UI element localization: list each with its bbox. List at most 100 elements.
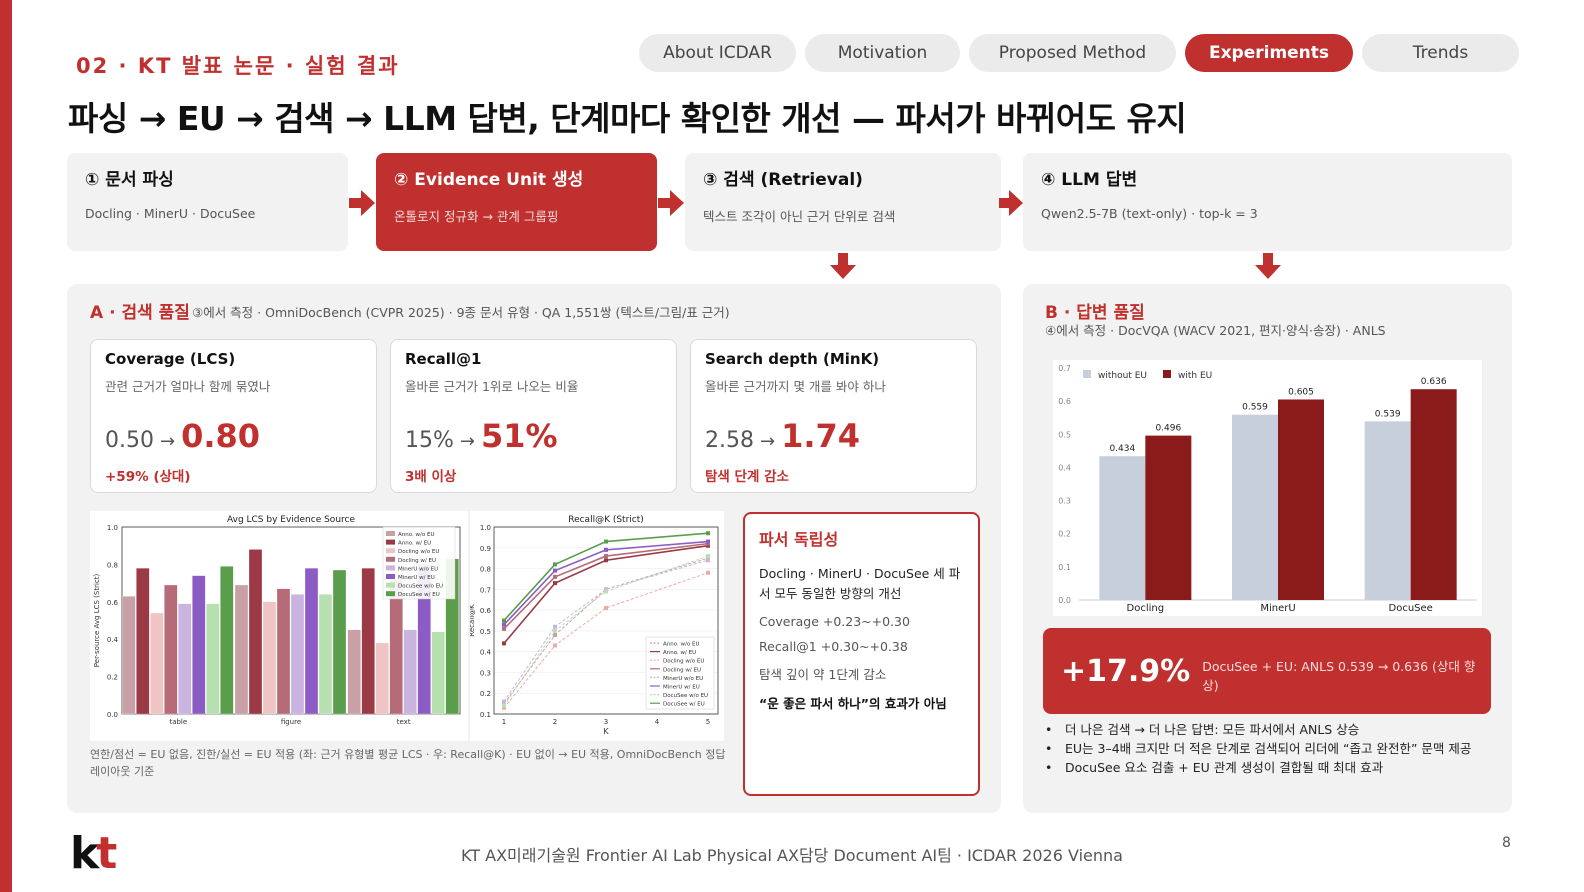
card-title: Search depth (MinK) — [705, 350, 880, 368]
bar — [1099, 456, 1146, 600]
chart-title: Recall@K (Strict) — [568, 515, 644, 525]
legend-swatch — [386, 548, 395, 554]
legend-label: MinerU w/ EU — [663, 685, 700, 691]
bar-value-label: 0.636 — [1421, 377, 1447, 387]
card-title: Recall@1 — [405, 350, 482, 368]
legend-swatch — [386, 556, 395, 562]
arrow-right-icon — [999, 190, 1023, 216]
series-line — [503, 542, 709, 630]
metric-card-search-depth: Search depth (MinK) 올바른 근거까지 몇 개를 봐야 하나 … — [690, 339, 977, 493]
arrow-down-icon — [1255, 253, 1281, 279]
step-parsing: ① 문서 파싱 Docling · MinerU · DocuSee — [67, 153, 348, 251]
y-tick-label: 0.0 — [1058, 596, 1071, 605]
x-tick-label: 5 — [706, 718, 710, 726]
nav-tab-experiments[interactable]: Experiments — [1185, 34, 1353, 72]
bar — [206, 603, 220, 715]
legend-label: MinerU w/o EU — [398, 566, 438, 572]
bar — [361, 567, 375, 715]
chart-title: Avg LCS by Evidence Source — [227, 515, 355, 525]
value-after: 0.80 — [181, 417, 261, 455]
series-line — [503, 559, 709, 702]
x-tick-label: Docling — [1127, 603, 1165, 614]
panel-a-heading: A · 검색 품질 — [90, 303, 190, 323]
bar — [1410, 389, 1457, 600]
x-tick-label: figure — [281, 718, 301, 726]
y-tick-label: 0.2 — [107, 674, 118, 682]
nav-tab-trends[interactable]: Trends — [1362, 34, 1519, 72]
data-point — [706, 531, 710, 536]
y-tick-label: 0.0 — [107, 711, 118, 719]
data-point — [502, 618, 506, 623]
legend-swatch — [386, 565, 395, 571]
legend-label: without EU — [1098, 371, 1147, 381]
data-point — [706, 570, 710, 575]
answer-bullets: 더 나은 검색 → 더 나은 답변: 모든 파서에서 ANLS 상승 EU는 3… — [1043, 720, 1513, 777]
data-point — [604, 606, 608, 611]
data-point — [502, 622, 506, 627]
data-point — [553, 633, 557, 638]
independence-line: 탐색 깊이 약 1단계 감소 — [759, 667, 887, 682]
bar-value-label: 0.559 — [1242, 403, 1268, 413]
series-line — [503, 557, 709, 704]
chart-recall-at-k: Recall@K (Strict) 0.1 0.2 0.3 0.4 0.5 0.6 0.7 0.… — [470, 511, 724, 741]
card-note: +59% (상대) — [105, 469, 191, 485]
y-tick-label: 0.4 — [480, 649, 492, 657]
step-title: ① 문서 파싱 — [85, 170, 174, 190]
highlight-desc: DocuSee + EU: ANLS 0.539 → 0.636 (상대 향상) — [1202, 659, 1476, 693]
independence-title: 파서 독립성 — [759, 530, 839, 549]
y-tick-label: 0.6 — [480, 607, 492, 615]
legend-swatch — [386, 582, 395, 588]
legend-label: MinerU w/o EU — [663, 676, 703, 682]
series-line — [503, 532, 709, 622]
data-point — [553, 562, 557, 567]
chart-anls: 0.0 0.1 0.2 0.3 0.4 0.5 0.6 0.7 Docling 0.434 0.49… — [1053, 360, 1482, 616]
y-tick-label: 0.4 — [107, 636, 119, 644]
data-point — [553, 581, 557, 586]
x-tick-label: 3 — [604, 718, 608, 726]
bar — [1145, 435, 1192, 600]
bar — [248, 549, 263, 715]
card-subtitle: 관련 근거가 얼마나 함께 묶였나 — [105, 379, 271, 394]
nav-tab-proposed-method[interactable]: Proposed Method — [969, 34, 1176, 72]
bar — [1278, 399, 1324, 600]
x-tick-label: 2 — [553, 718, 557, 726]
bar — [290, 594, 305, 715]
series-line — [503, 540, 709, 626]
logo-k: k — [70, 828, 99, 879]
bar — [318, 594, 333, 715]
bar — [304, 567, 319, 715]
legend-label: Anno. w/ EU — [663, 650, 696, 656]
y-tick-label: 0.1 — [480, 711, 491, 719]
nav-tab-motivation[interactable]: Motivation — [805, 34, 960, 72]
legend-swatch — [386, 591, 395, 597]
legend-label: DocuSee w/o EU — [398, 584, 443, 590]
legend-label: DocuSee w/ EU — [663, 702, 705, 708]
y-tick-label: 1.0 — [107, 524, 118, 532]
step-title: ② Evidence Unit 생성 — [394, 170, 584, 190]
value-before: 2.58 — [705, 428, 754, 453]
legend-label: Docling w/ EU — [398, 558, 436, 564]
bar — [164, 584, 178, 715]
logo-t: t — [96, 828, 117, 879]
list-item: DocuSee 요소 검출 + EU 관계 생성이 결합될 때 최대 효과 — [1043, 758, 1513, 777]
bar-value-label: 0.605 — [1288, 387, 1314, 397]
nav-tab-about-icdar[interactable]: About ICDAR — [639, 34, 796, 72]
highlight-value: +17.9% — [1061, 653, 1191, 689]
chart-caption: 연한/점선 = EU 없음, 진한/실선 = EU 적용 (좌: 근거 유형별 … — [90, 748, 726, 778]
legend-swatch — [1083, 370, 1091, 378]
y-tick-label: 0.7 — [1058, 364, 1071, 373]
x-tick-label: table — [169, 718, 187, 726]
x-tick-label: 4 — [655, 718, 660, 726]
legend-box — [645, 636, 715, 710]
data-point — [604, 589, 608, 594]
y-tick-label: 0.3 — [1058, 497, 1071, 506]
independence-line: Recall@1 +0.30~+0.38 — [759, 639, 908, 654]
arrow-right-icon — [658, 190, 684, 216]
y-tick-label: 0.2 — [1058, 530, 1071, 539]
y-tick-label: 0.8 — [480, 566, 491, 574]
y-tick-label: 0.7 — [480, 586, 491, 594]
arrow-right-icon — [349, 190, 375, 216]
legend-label: Anno. w/o EU — [663, 642, 699, 648]
parser-independence-box: 파서 독립성 Docling · MinerU · DocuSee 세 파서 모… — [743, 512, 980, 796]
x-axis-label: K — [603, 727, 609, 736]
